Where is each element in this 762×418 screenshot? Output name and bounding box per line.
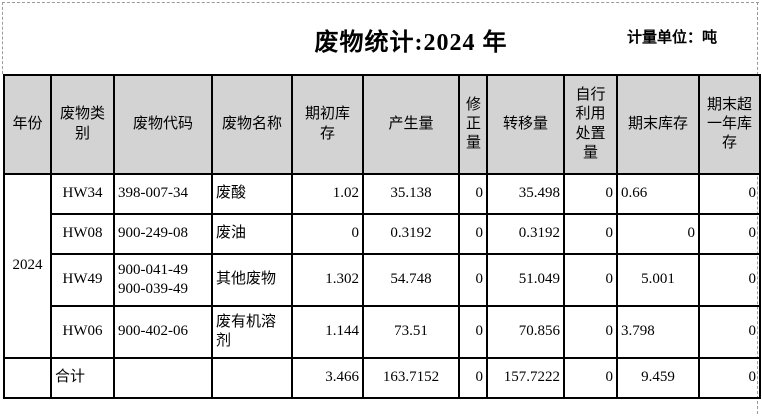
name-cell: 废油 <box>211 213 293 255</box>
self-disposal-cell: 0 <box>563 213 618 255</box>
col-header-3: 废物代码 <box>113 74 213 175</box>
code-cell: 900-041-49 900-039-49 <box>113 253 213 307</box>
closing-stock-cell: 3.798 <box>616 305 700 359</box>
code-cell: 900-402-06 <box>113 305 213 359</box>
correction-cell: 0 <box>458 173 488 215</box>
opening-stock-cell: 1.302 <box>291 253 364 307</box>
name-cell: 废酸 <box>211 173 293 215</box>
data-row: HW49 900-041-49 900-039-49 其他废物 1.302 54.748… <box>4 253 761 307</box>
name-cell: 其他废物 <box>211 253 293 307</box>
over-year-stock-cell: 0 <box>698 305 761 359</box>
category-cell: 合计 <box>50 357 115 399</box>
over-year-stock-cell: 0 <box>698 173 761 215</box>
col-header-9: 自行利用处置量 <box>563 74 618 175</box>
transferred-cell: 157.7222 <box>486 357 565 399</box>
year-cell: 2024 <box>3 173 52 359</box>
col-header-11: 期末超一年库存 <box>698 74 761 175</box>
self-disposal-cell: 0 <box>563 305 618 359</box>
col-header-7: 修正量 <box>458 74 488 175</box>
col-header-1: 年份 <box>3 74 52 175</box>
category-cell: HW34 <box>50 173 115 215</box>
generated-cell: 0.3192 <box>362 213 460 255</box>
code-cell: 900-249-08 <box>113 213 213 255</box>
code-cell <box>113 357 213 399</box>
data-row: HW08 900-249-08 废油 0 0.3192 0 0.3192 0 0 0 <box>4 213 761 255</box>
correction-cell: 0 <box>458 253 488 307</box>
page-break-guide-top <box>2 2 759 3</box>
transferred-cell: 70.856 <box>486 305 565 359</box>
data-row: 2024 HW34 398-007-34 废酸 1.02 35.138 0 35.498 0 0.… <box>3 173 761 359</box>
code-cell: 398-007-34 <box>113 173 213 215</box>
col-header-8: 转移量 <box>486 74 565 175</box>
correction-cell: 0 <box>458 357 488 399</box>
over-year-stock-cell: 0 <box>698 213 761 255</box>
closing-stock-cell: 9.459 <box>616 357 700 399</box>
col-header-10: 期末库存 <box>616 74 700 175</box>
opening-stock-cell: 1.144 <box>291 305 364 359</box>
year-cell <box>3 357 52 399</box>
correction-cell: 0 <box>458 213 488 255</box>
generated-cell: 35.138 <box>362 173 460 215</box>
table-header-row: 年份 废物类别 废物代码 废物名称 期初库存 产生量 修正量 转移量 自行利用处置量 期末库存 期末… <box>3 74 761 175</box>
opening-stock-cell: 3.466 <box>291 357 364 399</box>
transferred-cell: 0.3192 <box>486 213 565 255</box>
col-header-5: 期初库存 <box>291 74 364 175</box>
page-title: 废物统计:2024 年 <box>314 30 508 56</box>
col-header-2: 废物类别 <box>50 74 115 175</box>
closing-stock-cell: 0.66 <box>616 173 700 215</box>
transferred-cell: 51.049 <box>486 253 565 307</box>
name-cell <box>211 357 293 399</box>
closing-stock-cell: 0 <box>616 213 700 255</box>
generated-cell: 163.7152 <box>362 357 460 399</box>
self-disposal-cell: 0 <box>563 253 618 307</box>
generated-cell: 73.51 <box>362 305 460 359</box>
generated-cell: 54.748 <box>362 253 460 307</box>
waste-statistics-table: 年份 废物类别 废物代码 废物名称 期初库存 产生量 修正量 转移量 自行利用处置量 期末库存 期末… <box>3 74 761 399</box>
over-year-stock-cell: 0 <box>698 357 761 399</box>
unit-label: 计量单位：吨 <box>627 29 718 46</box>
over-year-stock-cell: 0 <box>698 253 761 307</box>
opening-stock-cell: 0 <box>291 213 364 255</box>
category-cell: HW08 <box>50 213 115 255</box>
title-area: 废物统计:2024 年 计量单位：吨 <box>0 0 762 74</box>
data-row: HW06 900-402-06 废有机溶剂 1.144 73.51 0 70.856 0 3.7… <box>4 305 761 359</box>
category-cell: HW49 <box>50 253 115 307</box>
closing-stock-cell: 5.001 <box>616 253 700 307</box>
name-cell: 废有机溶剂 <box>211 305 293 359</box>
page-break-guide-left <box>2 2 3 74</box>
self-disposal-cell: 0 <box>563 173 618 215</box>
opening-stock-cell: 1.02 <box>291 173 364 215</box>
category-cell: HW06 <box>50 305 115 359</box>
self-disposal-cell: 0 <box>563 357 618 399</box>
col-header-6: 产生量 <box>362 74 460 175</box>
col-header-4: 废物名称 <box>211 74 293 175</box>
total-row: 合计 3.466 163.7152 0 157.7222 0 9.459 0 <box>3 357 761 399</box>
transferred-cell: 35.498 <box>486 173 565 215</box>
correction-cell: 0 <box>458 305 488 359</box>
